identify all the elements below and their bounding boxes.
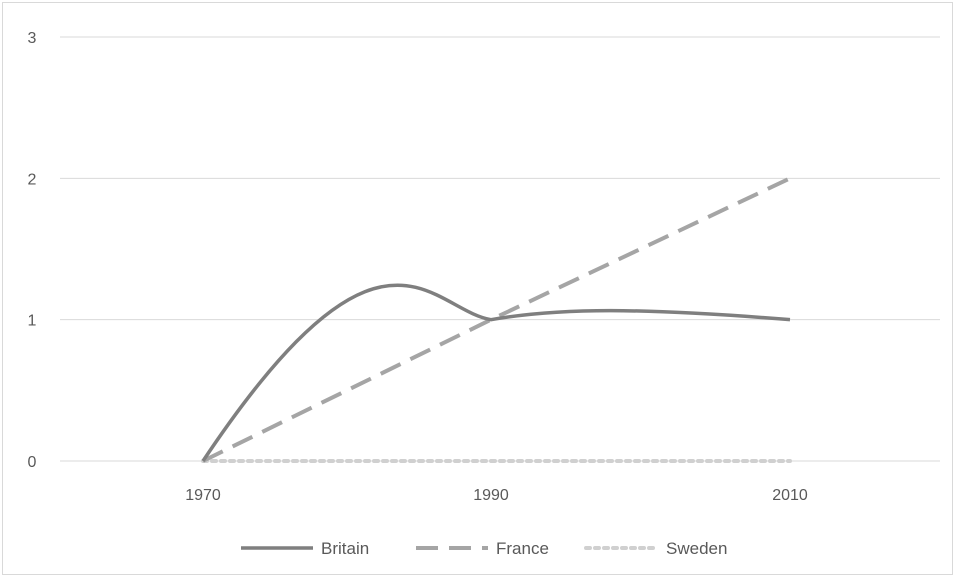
series-line-france xyxy=(202,176,791,463)
y-tick-label: 2 xyxy=(28,171,37,188)
y-axis-tick-labels: 0 1 2 3 xyxy=(28,30,37,471)
x-axis-tick-labels: 1970 1990 2010 xyxy=(185,487,808,504)
y-tick-label: 1 xyxy=(28,313,37,330)
x-tick-label: 1970 xyxy=(185,487,221,504)
x-tick-label: 1990 xyxy=(473,487,509,504)
legend-label-sweden: Sweden xyxy=(666,539,727,558)
legend-label-france: France xyxy=(496,539,549,558)
y-tick-label: 0 xyxy=(28,454,37,471)
y-tick-label: 3 xyxy=(28,30,37,47)
gridlines xyxy=(60,36,940,462)
series-lines xyxy=(201,176,792,463)
series-line-britain xyxy=(201,283,791,462)
legend: Britain France Sweden xyxy=(241,539,727,558)
x-tick-label: 2010 xyxy=(772,487,808,504)
legend-label-britain: Britain xyxy=(321,539,369,558)
